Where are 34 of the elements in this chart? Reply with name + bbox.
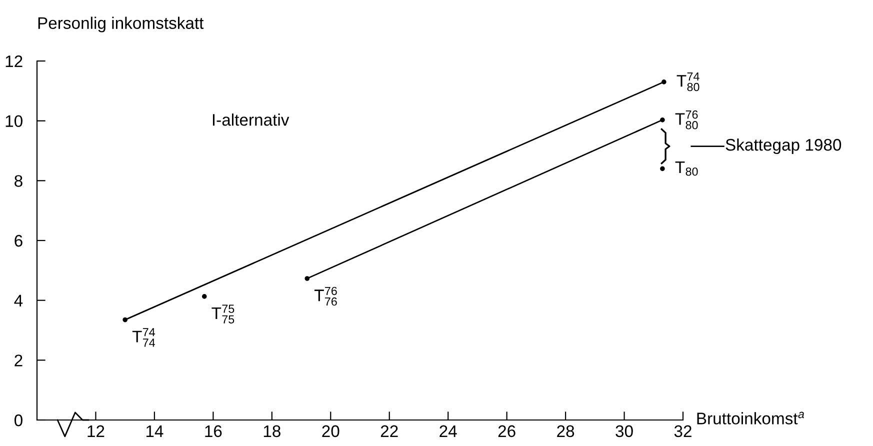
annotation: I-alternativ <box>212 114 290 126</box>
annotation: T$^{75}$$_{75}$ <box>212 304 234 324</box>
x-tick-label: 26 <box>498 425 516 438</box>
x-tick-label: 16 <box>205 425 222 438</box>
x-tick-label: 30 <box>616 425 633 438</box>
point <box>661 80 666 84</box>
x-tick-label: 20 <box>322 425 340 438</box>
y-axis-title: Personlig inkomstskatt <box>38 16 204 32</box>
point <box>202 294 207 299</box>
point <box>660 118 665 122</box>
y-tick-label: 6 <box>14 234 22 247</box>
annotation: T$^{74}$$_{80}$ <box>676 72 700 92</box>
y-tick-label: 10 <box>6 115 22 128</box>
annotation: T$^{76}$$_{76}$ <box>314 286 337 306</box>
point <box>304 276 310 281</box>
y-tick-label: 4 <box>14 294 23 306</box>
annotation: T$^{76}$$_{80}$ <box>675 110 698 130</box>
y-tick-label: 2 <box>14 354 22 366</box>
point <box>660 166 665 172</box>
x-axis-title: Bruttoinkomst$^{a}$ <box>697 412 804 424</box>
y-tick-label: 12 <box>6 55 22 68</box>
y-tick-label: 8 <box>14 175 22 187</box>
x-tick-label: 24 <box>440 425 457 437</box>
x-tick-label: 12 <box>88 425 104 437</box>
text: Skattegap 1980 <box>726 138 842 154</box>
x-tick-label: 18 <box>264 425 280 438</box>
point <box>122 317 128 322</box>
x-tick-label: 28 <box>557 425 574 438</box>
x-tick-label: 32 <box>674 425 692 438</box>
annotation: T$_{80}$ <box>675 162 698 176</box>
x-tick-label: 14 <box>146 425 164 437</box>
x-tick-label: 22 <box>380 425 398 437</box>
annotation: T$^{74}$$_{74}$ <box>132 328 156 347</box>
y-tick-label: 0 <box>14 414 22 426</box>
